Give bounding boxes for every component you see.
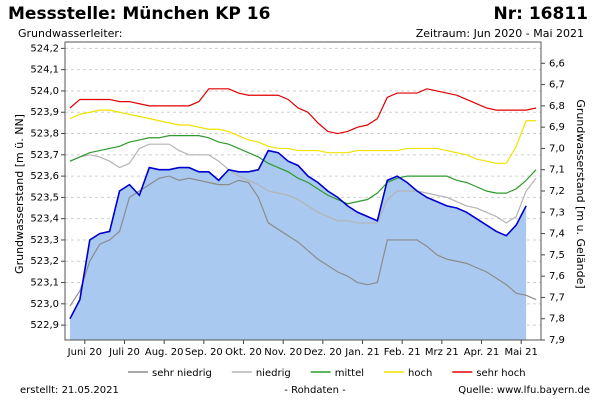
y2-tick-label: 7,6 <box>549 271 565 282</box>
series-line <box>69 135 537 205</box>
period: Zeitraum: Jun 2020 - Mai 2021 <box>416 27 584 40</box>
y2-tick-label: 7,3 <box>549 207 565 218</box>
legend-label: sehr niedrig <box>152 368 212 379</box>
created-date: erstellt: 21.05.2021 <box>20 385 119 396</box>
legend-label: mittel <box>335 368 364 379</box>
y2-tick-label: 6,8 <box>549 101 565 112</box>
chart-title: Messstelle: München KP 16 <box>8 4 270 24</box>
y-tick-label: 523,2 <box>30 256 59 267</box>
station-number: Nr: 16811 <box>494 4 588 24</box>
y-tick-label: 523,6 <box>30 171 59 182</box>
series-line <box>69 109 537 164</box>
plot-frame <box>64 41 542 341</box>
y-tick-label: 523,3 <box>30 235 59 246</box>
y-tick-label: 523,7 <box>30 150 59 161</box>
y-tick-label: 523,4 <box>30 214 59 225</box>
series-line <box>69 175 537 307</box>
x-tick-label: Juli 20 <box>108 347 140 358</box>
y2-tick-label: 7,4 <box>549 229 565 240</box>
y-tick-label: 524,0 <box>30 86 59 97</box>
aquifer: Grundwasserleiter: <box>18 27 122 40</box>
data-note: - Rohdaten - <box>284 385 346 396</box>
x-tick-label: Sep. 20 <box>185 347 223 358</box>
x-tick-label: Jan. 21 <box>344 347 380 358</box>
x-tick-label: Mai 21 <box>504 347 537 358</box>
x-tick-label: Okt. 20 <box>225 347 262 358</box>
y2-tick-label: 6,7 <box>549 80 565 91</box>
y-tick-label: 523,0 <box>30 299 59 310</box>
y-axis-title: Grundwasserstand [m ü. NN] <box>13 114 26 274</box>
legend-item: hoch <box>384 368 432 379</box>
y2-tick-label: 7,7 <box>549 292 565 303</box>
legend-item: sehr hoch <box>452 368 526 379</box>
measured-line <box>69 149 527 320</box>
legend-label: hoch <box>408 368 432 379</box>
legend-item: sehr niedrig <box>128 368 212 379</box>
y-tick-label: 524,2 <box>30 43 59 54</box>
x-tick-label: Juni 20 <box>67 347 102 358</box>
y2-tick-label: 7,9 <box>549 335 565 346</box>
measured-area <box>69 150 527 340</box>
x-tick-label: Apr. 21 <box>464 347 499 358</box>
y2-tick-label: 6,6 <box>549 58 565 69</box>
legend-label: sehr hoch <box>476 368 525 379</box>
y2-axis-title: Grundwasserstand [m u. Gelände] <box>574 99 587 288</box>
x-tick-label: Dez. 20 <box>304 347 342 358</box>
y2-tick-label: 7,8 <box>549 314 565 325</box>
series-line <box>69 143 537 224</box>
legend-item: niedrig <box>231 368 291 379</box>
x-tick-label: Aug. 20 <box>145 347 184 358</box>
y2-tick-label: 7,2 <box>549 186 565 197</box>
source: Quelle: www.lfu.bayern.de <box>458 385 590 396</box>
y-tick-label: 523,1 <box>30 278 59 289</box>
y-tick-label: 524,1 <box>30 65 59 76</box>
x-tick-label: Nov. 20 <box>264 347 302 358</box>
y2-tick-label: 7,5 <box>549 250 565 261</box>
y-tick-label: 523,9 <box>30 107 59 118</box>
y2-tick-label: 7,0 <box>549 143 565 154</box>
legend-label: niedrig <box>256 368 291 379</box>
series-line <box>69 88 537 135</box>
y-tick-label: 522,9 <box>30 320 59 331</box>
x-tick-label: Feb. 21 <box>384 347 421 358</box>
x-tick-label: Mrz 21 <box>425 347 459 358</box>
y2-tick-label: 7,1 <box>549 165 565 176</box>
y-tick-label: 523,8 <box>30 129 59 140</box>
y-tick-label: 523,5 <box>30 192 59 203</box>
y2-tick-label: 6,9 <box>549 122 565 133</box>
legend-item: mittel <box>310 368 364 379</box>
